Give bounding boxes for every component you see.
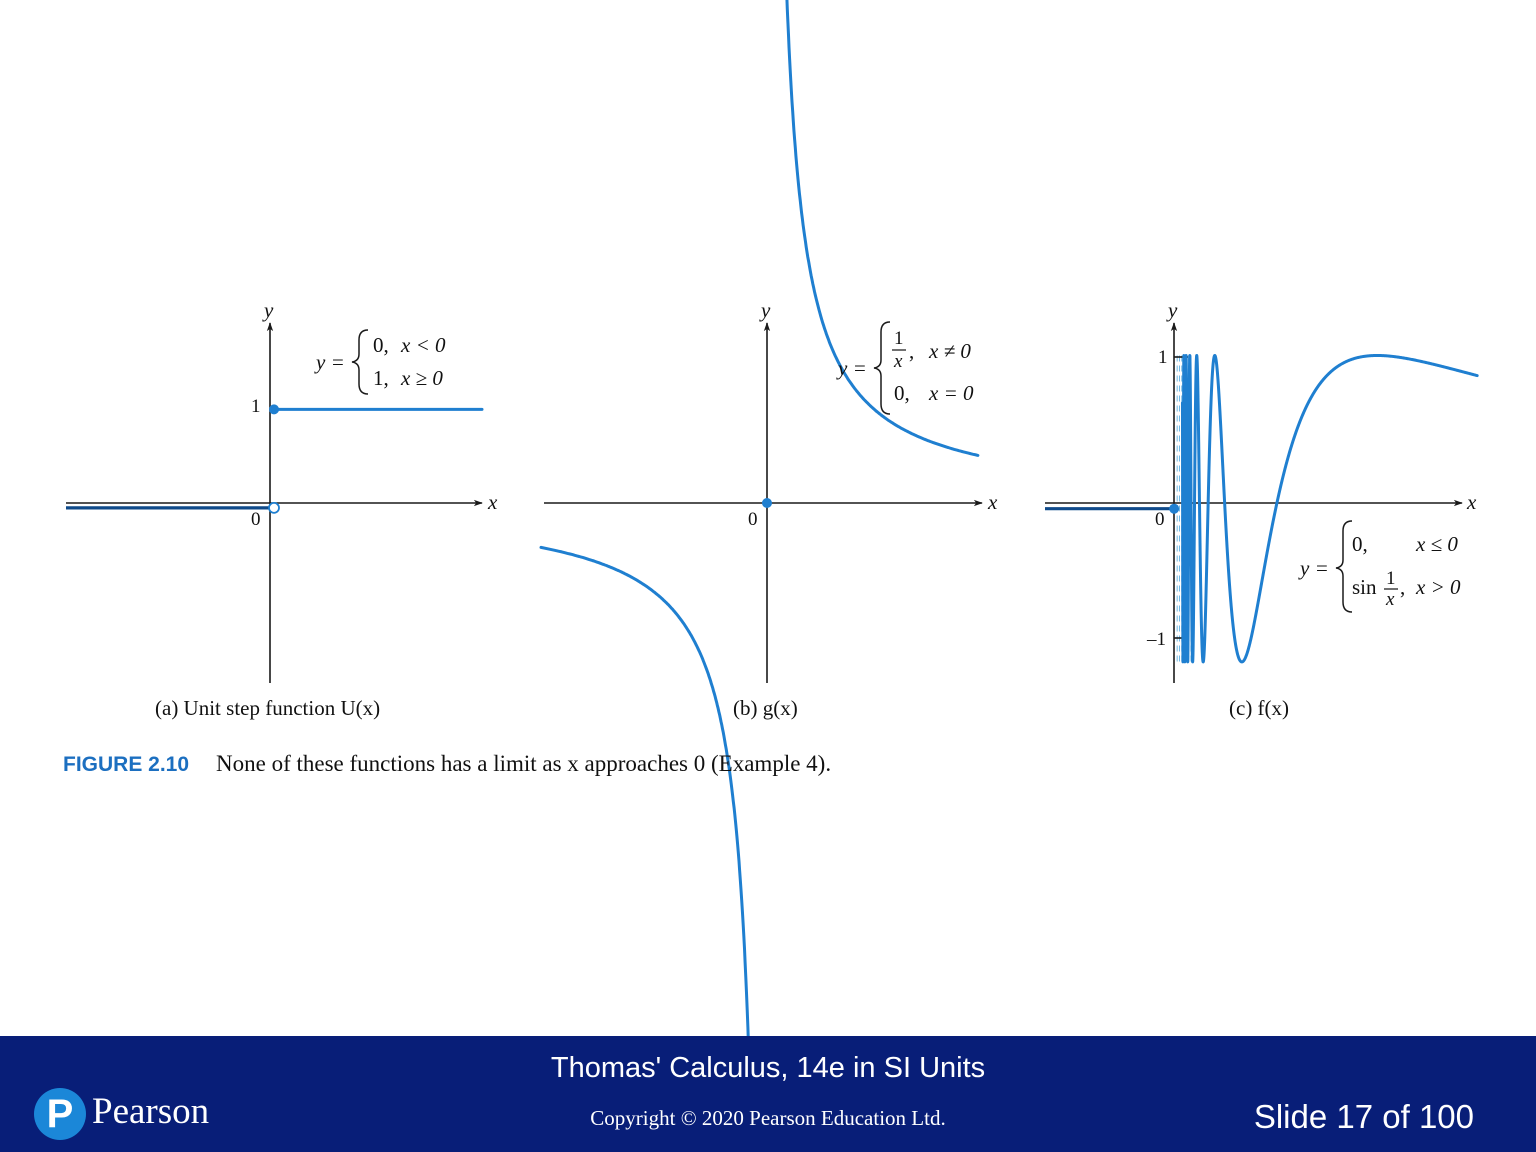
panel-b-case1-cond: x ≠ 0 — [928, 339, 971, 363]
panel-b-curve-right — [785, 0, 980, 457]
svg-text:y =: y = — [314, 350, 345, 374]
panel-b-origin-label: 0 — [748, 509, 758, 530]
panel-c-brace — [1335, 520, 1353, 613]
panel-b-caption: (b) g(x) — [733, 696, 798, 720]
panel-b-formula-lhs: y = — [836, 356, 867, 380]
panel-a-formula-lhs: y = — [314, 350, 345, 374]
panel-a-x-label: x — [487, 490, 498, 514]
panel-c-sin-reciprocal: x y 0 1 –1 y = 0, x ≤ 0 sin 1 x , x > 0 … — [1045, 298, 1479, 720]
panel-c-frac-num: 1 — [1386, 568, 1396, 589]
panel-a-open-point — [268, 501, 280, 514]
footer-bar: Thomas' Calculus, 14e in SI Units Copyri… — [0, 1036, 1536, 1152]
panel-a-case2-value: 1, — [373, 366, 389, 390]
panel-a-y-tick-1: 1 — [251, 396, 261, 417]
figure-label: FIGURE 2.10 — [63, 753, 189, 776]
book-title: Thomas' Calculus, 14e in SI Units — [550, 1052, 986, 1084]
panel-a-brace — [351, 329, 369, 395]
panel-c-y-label: y — [1166, 298, 1178, 322]
panel-a-y-label: y — [262, 298, 274, 322]
panel-c-case2-cond: x > 0 — [1415, 575, 1461, 599]
panel-c-frac-den: x — [1385, 589, 1395, 610]
panel-b-x-label: x — [987, 490, 998, 514]
figure-caption: None of these functions has a limit as x… — [216, 751, 831, 776]
panel-b-filled-point — [762, 498, 772, 508]
panel-a-case1-value: 0, — [373, 333, 389, 357]
panel-b-brace — [873, 321, 891, 415]
panel-a-case2-cond: x ≥ 0 — [400, 366, 443, 390]
panel-c-case1-cond: x ≤ 0 — [1415, 532, 1458, 556]
pearson-brand: Pearson — [92, 1091, 210, 1132]
panel-b-formula: y = 1 x , x ≠ 0 0, x = 0 — [836, 321, 974, 415]
panel-a-formula: y = 0, x < 0 1, x ≥ 0 — [314, 329, 446, 395]
panel-c-formula: y = 0, x ≤ 0 sin 1 x , x > 0 — [1298, 520, 1461, 613]
pearson-logo-letter: P — [46, 1092, 74, 1136]
panel-c-comma: , — [1400, 575, 1405, 599]
panel-b-reciprocal: x y 0 y = 1 x , x ≠ 0 0, x = 0 (b) g(x) — [539, 0, 998, 1036]
panel-a-origin-label: 0 — [251, 509, 261, 530]
panel-c-case2-value: sin — [1352, 575, 1377, 599]
panel-a-caption: (a) Unit step function U(x) — [155, 696, 380, 720]
panel-b-case1-value: , — [909, 339, 914, 363]
panel-c-caption: (c) f(x) — [1229, 696, 1289, 720]
panel-c-case1-value: 0, — [1352, 532, 1368, 556]
panel-b-case2-cond: x = 0 — [928, 381, 974, 405]
panel-c-origin-label: 0 — [1155, 509, 1165, 530]
panel-b-y-label: y — [759, 298, 771, 322]
slide-content: x y 0 1 y = 0, x < 0 1, x ≥ 0 (a) Unit s… — [63, 0, 1479, 1036]
copyright-text: Copyright © 2020 Pearson Education Ltd. — [590, 1106, 946, 1130]
panel-a-case1-cond: x < 0 — [400, 333, 446, 357]
pearson-logo-icon: P — [34, 1088, 86, 1140]
panel-b-frac-den: x — [893, 351, 903, 372]
panel-c-x-label: x — [1466, 490, 1477, 514]
panel-c-y-tick-neg1: –1 — [1146, 629, 1166, 650]
panel-a-unit-step: x y 0 1 y = 0, x < 0 1, x ≥ 0 (a) Unit s… — [66, 298, 498, 720]
panel-c-filled-point — [1169, 503, 1180, 514]
panel-a-filled-point — [269, 404, 279, 415]
panel-c-formula-lhs: y = — [1298, 556, 1329, 580]
panel-b-frac-num: 1 — [894, 328, 904, 349]
figure-2-10: x y 0 1 y = 0, x < 0 1, x ≥ 0 (a) Unit s… — [63, 0, 1479, 1036]
panel-c-y-tick-1: 1 — [1158, 347, 1168, 368]
slide-counter: Slide 17 of 100 — [1253, 1098, 1474, 1135]
panel-c-curve — [1180, 353, 1479, 664]
panel-b-curve-left — [539, 545, 750, 1036]
panel-b-case2-value: 0, — [894, 381, 910, 405]
